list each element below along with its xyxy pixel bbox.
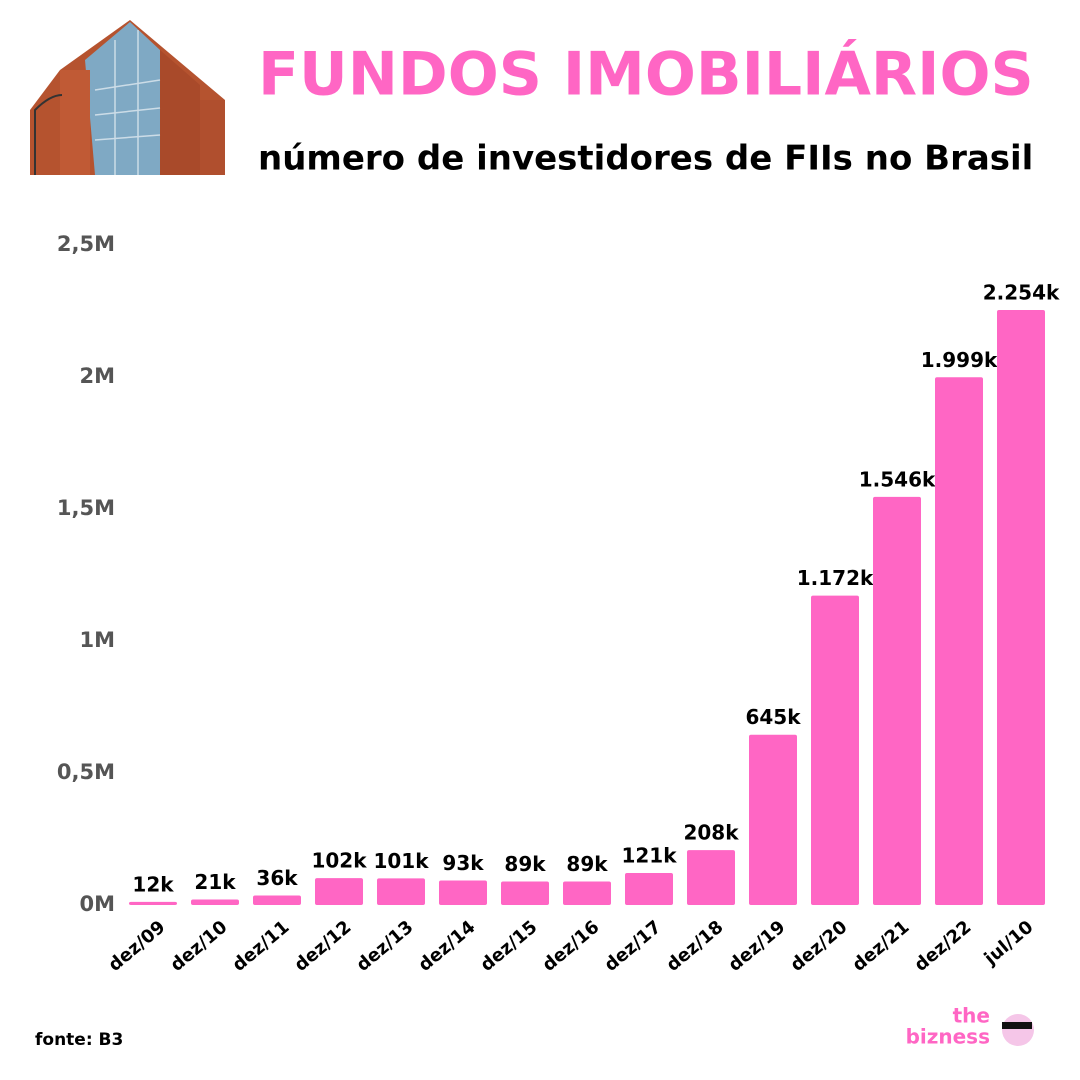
data-label: 645k [745, 705, 801, 729]
data-label: 89k [504, 852, 546, 876]
y-tick-label: 1M [79, 628, 115, 652]
data-label: 2.254k [983, 280, 1060, 304]
data-label: 101k [373, 849, 429, 873]
brand: the [953, 1004, 990, 1028]
y-tick-label: 1,5M [57, 496, 115, 520]
building-illustration [30, 20, 225, 175]
source: fonte: B3 [35, 1030, 123, 1050]
data-label: 21k [194, 870, 236, 894]
y-tick-label: 0,5M [57, 760, 115, 784]
chart-subtitle: número de investidores de FIIs no Brasil [258, 139, 1033, 179]
data-label: 1.546k [859, 467, 936, 491]
bar [687, 850, 735, 905]
bar [129, 901, 177, 905]
data-label: 102k [311, 849, 367, 873]
data-label: 121k [621, 844, 677, 868]
bar [625, 873, 673, 905]
brand-logo [1002, 1014, 1034, 1046]
bar [749, 734, 797, 905]
bar [191, 899, 239, 905]
bar [315, 878, 363, 905]
data-label: 12k [132, 872, 174, 896]
bar [935, 377, 983, 905]
y-tick-label: 2,5M [57, 232, 115, 256]
data-label: 208k [683, 821, 739, 845]
bar [377, 878, 425, 905]
chart-title: FUNDOS IMOBILIÁRIOS [258, 39, 1034, 110]
y-tick-label: 2M [79, 364, 115, 388]
bar [253, 895, 301, 905]
bar [997, 309, 1045, 906]
bar [501, 881, 549, 905]
y-tick-label: 0M [79, 892, 115, 916]
data-label: 36k [256, 866, 298, 890]
data-label: 89k [566, 852, 608, 876]
bar [873, 496, 921, 905]
bar [439, 880, 487, 905]
data-label: 93k [442, 851, 484, 875]
brand: bizness [906, 1025, 990, 1049]
data-label: 1.999k [921, 348, 998, 372]
bar [811, 595, 859, 905]
bar [563, 881, 611, 905]
data-label: 1.172k [797, 566, 874, 590]
